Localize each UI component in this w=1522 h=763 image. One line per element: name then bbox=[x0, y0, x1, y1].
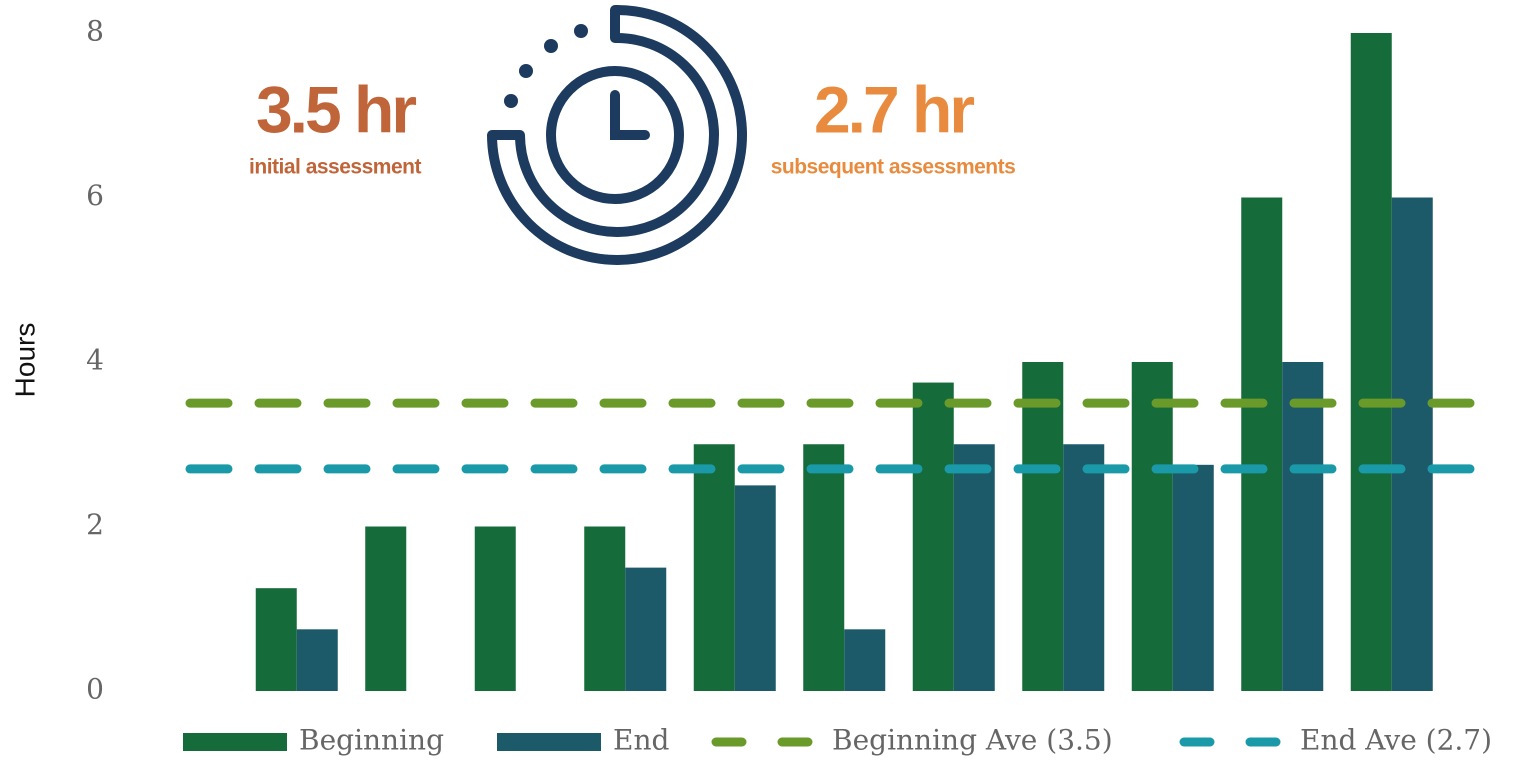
bar bbox=[1282, 362, 1324, 691]
bar bbox=[912, 382, 954, 691]
legend-label: Beginning Ave (3.5) bbox=[832, 724, 1113, 757]
legend-label: End bbox=[613, 724, 669, 757]
legend-swatch bbox=[497, 733, 601, 751]
y-tick-label: 2 bbox=[86, 508, 104, 541]
annotation: subsequent assessments bbox=[771, 156, 1016, 179]
bar bbox=[1391, 197, 1433, 691]
bar bbox=[1241, 197, 1283, 691]
bar bbox=[734, 485, 776, 691]
annotation: 2.7 hr bbox=[814, 72, 974, 146]
bar bbox=[255, 588, 297, 691]
bar bbox=[474, 526, 516, 691]
bar bbox=[625, 567, 667, 691]
bar bbox=[844, 629, 886, 691]
clock-icon bbox=[487, 4, 747, 265]
bar bbox=[803, 444, 845, 691]
annotation: initial assessment bbox=[249, 156, 421, 179]
y-tick-label: 8 bbox=[86, 15, 104, 48]
bar bbox=[296, 629, 338, 691]
annotation: 3.5 hr bbox=[256, 72, 416, 146]
bar bbox=[953, 444, 995, 691]
bar bbox=[1131, 362, 1173, 691]
legend-swatch bbox=[183, 733, 287, 751]
legend-label: Beginning bbox=[299, 724, 444, 757]
bar bbox=[365, 526, 407, 691]
bar bbox=[1172, 464, 1214, 691]
bar bbox=[584, 526, 626, 691]
y-tick-label: 0 bbox=[86, 673, 104, 706]
y-tick-label: 6 bbox=[86, 179, 104, 212]
bar bbox=[1022, 362, 1064, 691]
bar bbox=[693, 444, 735, 691]
y-axis-label: Hours bbox=[9, 323, 40, 398]
y-tick-label: 4 bbox=[86, 344, 104, 377]
bar bbox=[1350, 33, 1392, 691]
bar bbox=[1063, 444, 1105, 691]
legend-label: End Ave (2.7) bbox=[1300, 724, 1492, 757]
